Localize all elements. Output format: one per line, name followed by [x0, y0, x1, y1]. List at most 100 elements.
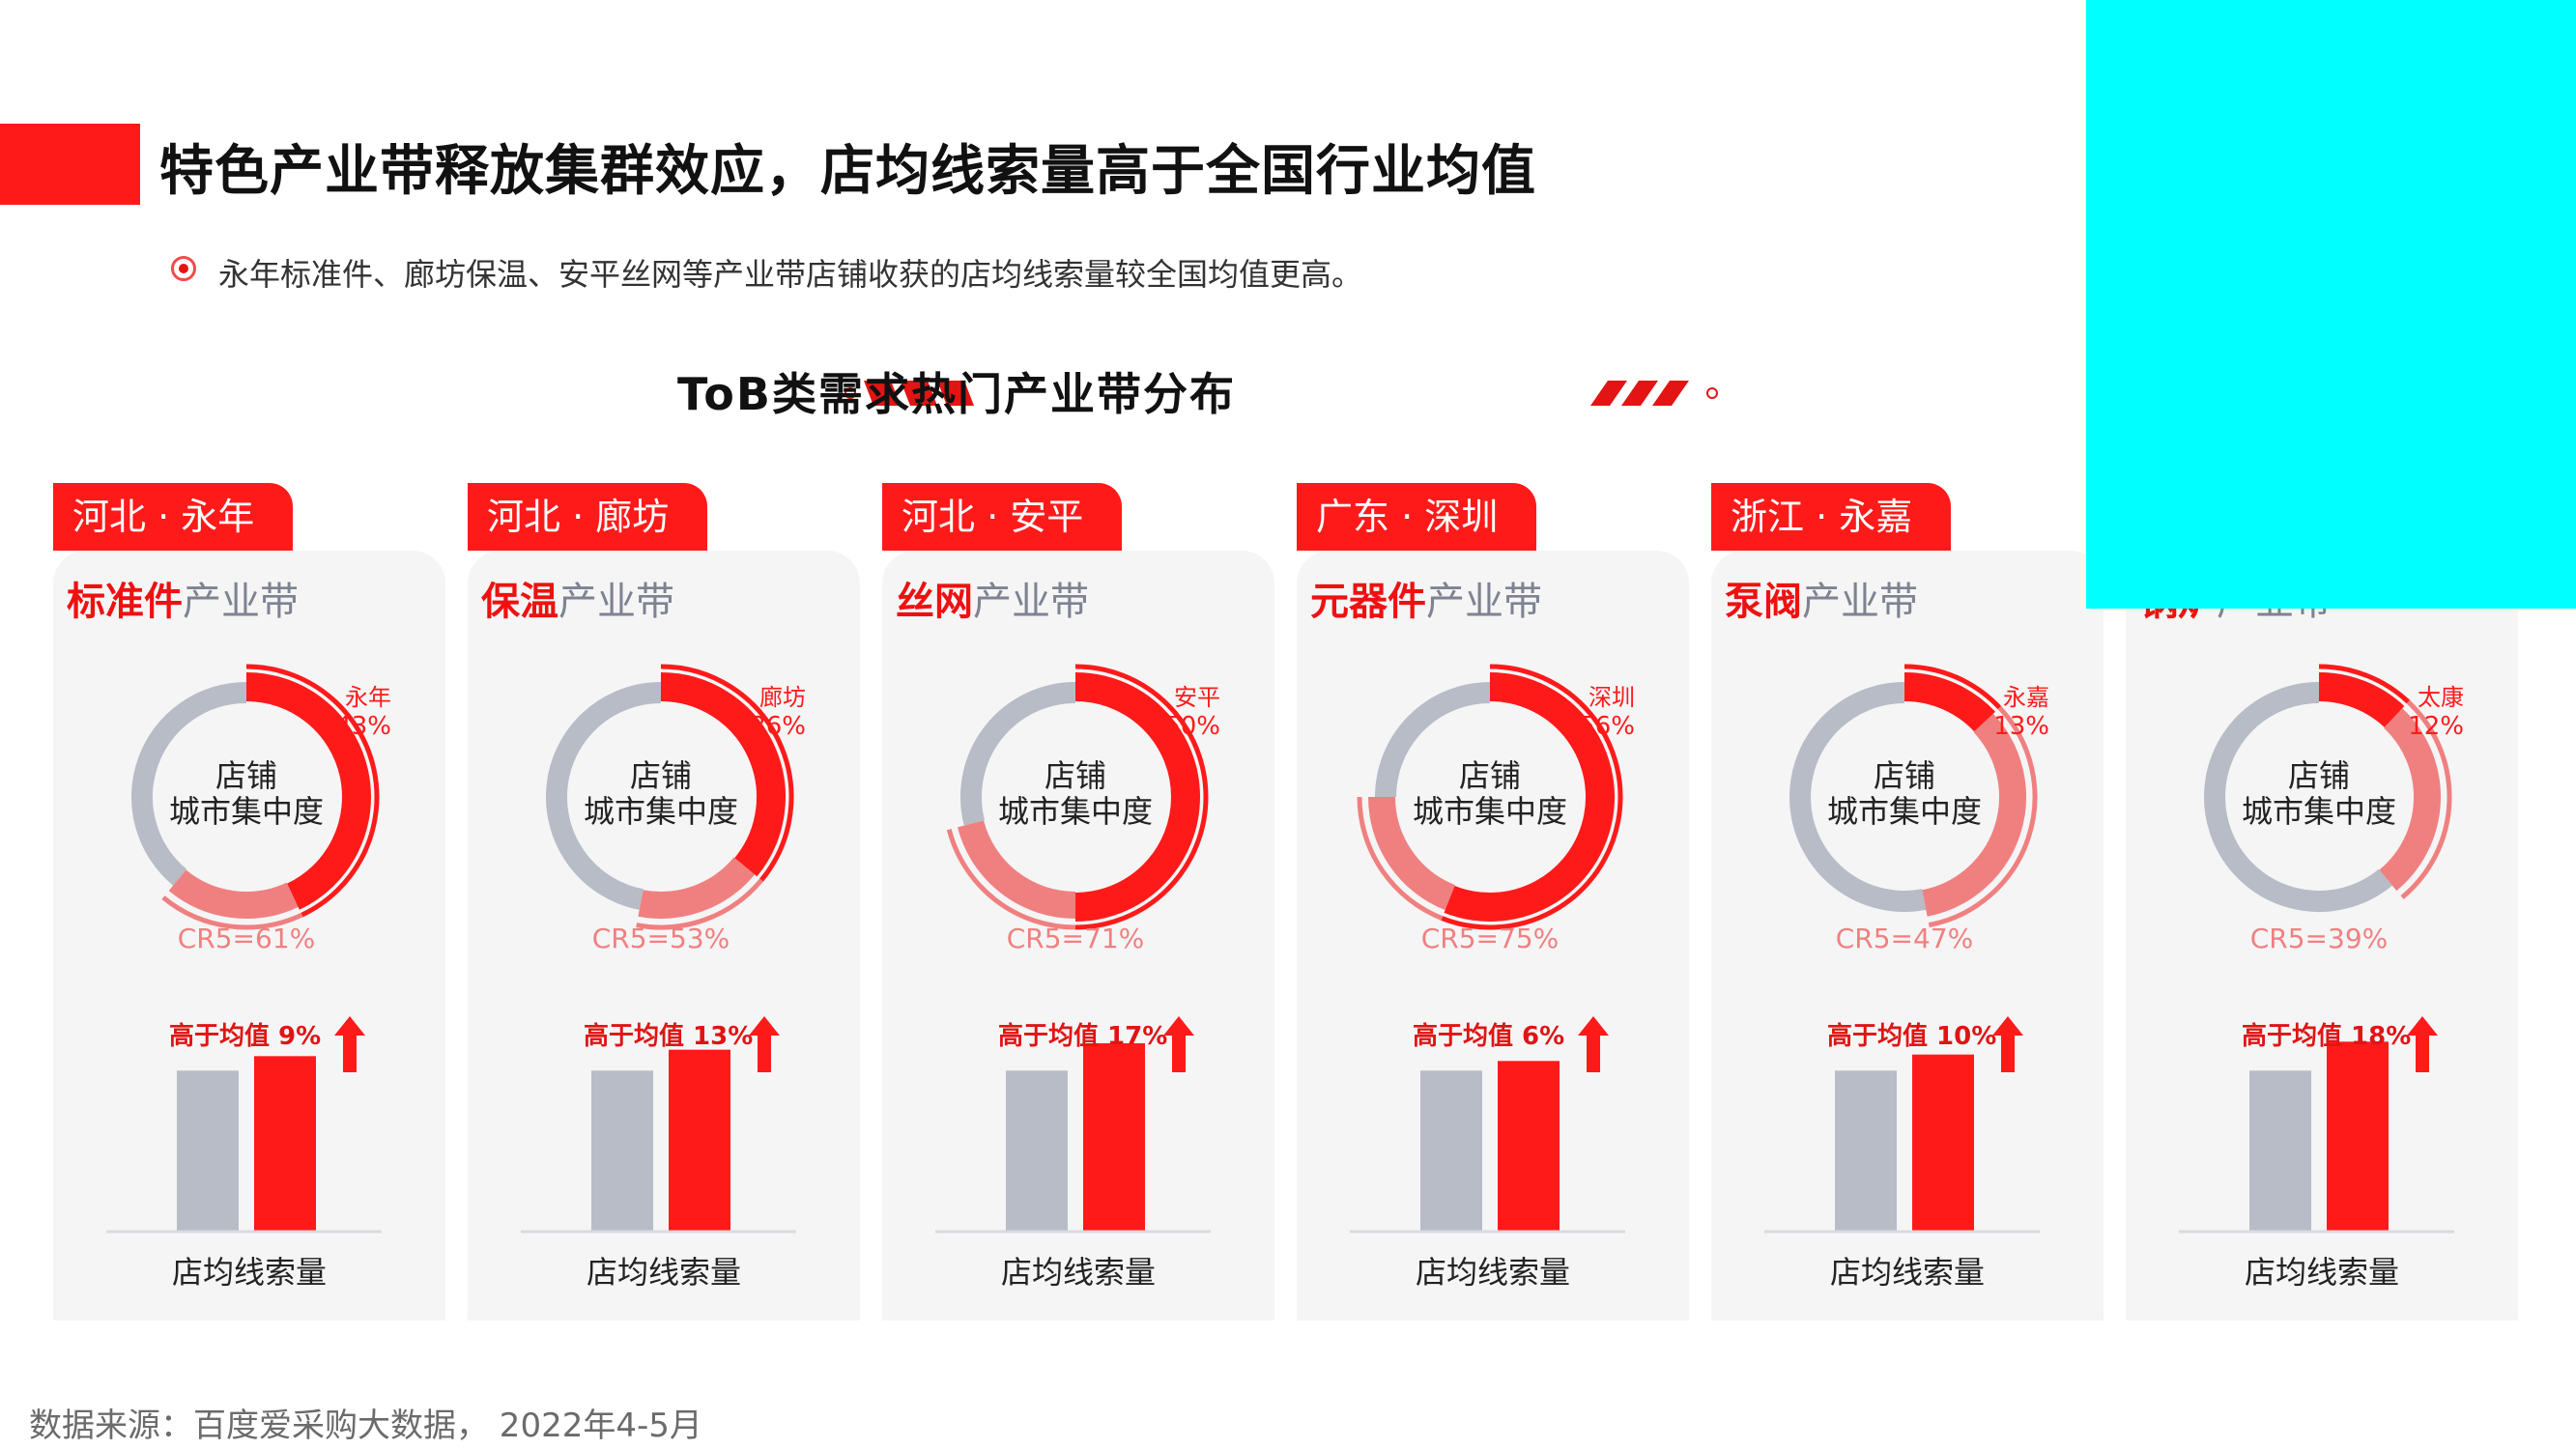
up-arrow-icon: [2407, 1016, 2438, 1072]
up-arrow-icon: [334, 1016, 365, 1072]
up-arrow-icon: [1578, 1016, 1609, 1072]
city-outer-ring: [1441, 664, 1623, 930]
donut-center-line1: 店铺: [629, 757, 692, 794]
industry-name: 元器件: [1310, 580, 1426, 624]
above-average-label: 高于均值 13%: [584, 1022, 754, 1051]
donut-cr5-arc: [168, 869, 299, 919]
city-name-label: 永嘉: [2003, 684, 2049, 711]
up-arrow-icon: [1163, 1016, 1194, 1072]
donut-city-arc: [245, 672, 371, 910]
donut-center-line2: 城市集中度: [1826, 793, 1982, 830]
city-share-label: 13%: [1993, 712, 2049, 741]
industry-title: 保温产业带: [481, 570, 674, 626]
city-share-label: 12%: [2408, 712, 2464, 741]
donut-center-line2: 城市集中度: [168, 793, 324, 830]
region-tab: 河北 · 永年: [53, 483, 293, 551]
bar-caption: 店均线索量: [1415, 1254, 1570, 1291]
donut-center-line1: 店铺: [1458, 757, 1521, 794]
donut-cr5-arc: [1368, 796, 1456, 911]
donut-center-line2: 城市集中度: [1412, 793, 1567, 830]
cr5-label: CR5=61%: [177, 923, 316, 954]
up-arrow-icon: [1992, 1016, 2023, 1072]
city-share-label: 56%: [1579, 712, 1635, 741]
city-outer-ring: [1074, 664, 1209, 930]
industry-title: 丝网产业带: [896, 570, 1089, 626]
city-share-label: 36%: [750, 712, 806, 741]
industry-suffix: 产业带: [558, 580, 674, 624]
region-bar: [1498, 1061, 1560, 1232]
industry-title: 泵阀产业带: [1725, 570, 1918, 626]
industry-card: 泵阀产业带 永嘉 13% 店铺 城市集中度 CR5=47% 高于均值 10% 店均线索量: [1711, 551, 2104, 1321]
city-outer-ring: [245, 664, 380, 918]
cr5-label: CR5=71%: [1006, 923, 1145, 954]
title-accent-bar: [0, 124, 140, 205]
national-avg-bar: [591, 1070, 653, 1232]
national-avg-bar: [1420, 1070, 1482, 1232]
region-bar: [254, 1056, 316, 1232]
above-average-label: 高于均值 17%: [998, 1022, 1168, 1051]
industry-title: 元器件产业带: [1310, 570, 1542, 626]
up-arrow-icon: [749, 1016, 780, 1072]
donut-center-line1: 店铺: [2287, 757, 2350, 794]
above-average-label: 高于均值 18%: [2242, 1022, 2412, 1051]
city-outer-ring: [1903, 664, 2002, 710]
city-outer-ring: [2318, 664, 2411, 704]
bar-caption: 店均线索量: [1000, 1254, 1156, 1291]
cr5-outer-ring: [1928, 705, 2038, 928]
above-average-label: 高于均值 6%: [1413, 1022, 1565, 1051]
city-name-label: 廊坊: [759, 684, 806, 711]
above-average-label: 高于均值 10%: [1827, 1022, 1997, 1051]
industry-card: 丝网产业带 安平 50% 店铺 城市集中度 CR5=71% 高于均值 17% 店均线索量: [882, 551, 1274, 1321]
donut-rest-arc: [546, 682, 662, 910]
industry-suffix: 产业带: [1426, 580, 1542, 624]
industry-name: 标准件: [67, 580, 183, 624]
data-source: 数据来源：百度爱采购大数据， 2022年4-5月: [29, 1406, 702, 1445]
donut-rest-arc: [1375, 682, 1491, 798]
city-name-label: 太康: [2418, 684, 2464, 711]
section-title: ToB类需求热门产业带分布: [677, 368, 1236, 420]
donut-rest-arc: [2204, 682, 2392, 912]
national-avg-bar: [177, 1070, 239, 1232]
city-outer-ring: [660, 664, 794, 882]
region-bar: [2327, 1041, 2389, 1232]
bar-caption: 店均线索量: [586, 1254, 741, 1291]
region-tab: 河北 · 安平: [882, 483, 1122, 551]
industry-card: 保温产业带 廊坊 36% 店铺 城市集中度 CR5=53% 高于均值 13% 店均线索量: [468, 551, 860, 1321]
region-bar: [669, 1049, 730, 1232]
cr5-label: CR5=53%: [591, 923, 730, 954]
industry-suffix: 产业带: [183, 580, 299, 624]
bar-caption: 店均线索量: [171, 1254, 327, 1291]
donut-cr5-arc: [957, 819, 1076, 919]
donut-city-arc: [1444, 672, 1615, 922]
slash-stripes-icon: [1590, 381, 1718, 406]
cr5-label: CR5=47%: [1835, 923, 1974, 954]
national-avg-bar: [1835, 1070, 1897, 1232]
donut-city-arc: [2318, 672, 2405, 728]
region-tab: 广东 · 深圳: [1297, 483, 1536, 551]
region-bar: [1083, 1043, 1145, 1232]
page-subtitle: 永年标准件、廊坊保温、安平丝网等产业带店铺收获的店均线索量较全国均值更高。: [218, 256, 1363, 293]
donut-cr5-arc: [1922, 713, 2026, 917]
cr5-outer-ring: [636, 878, 763, 930]
region-bar: [1912, 1054, 1974, 1232]
donut-center-line1: 店铺: [215, 757, 277, 794]
bar-caption: 店均线索量: [1829, 1254, 1985, 1291]
cr5-outer-ring: [2400, 699, 2452, 899]
city-name-label: 永年: [345, 684, 391, 711]
radio-bullet-icon: [171, 256, 196, 281]
city-share-label: 50%: [1164, 712, 1220, 741]
cr5-outer-ring: [161, 895, 303, 930]
donut-center-line2: 城市集中度: [997, 793, 1153, 830]
region-tab: 浙江 · 永嘉: [1711, 483, 1951, 551]
donut-city-arc: [660, 672, 786, 877]
donut-center-line2: 城市集中度: [583, 793, 738, 830]
bar-caption: 店均线索量: [2244, 1254, 2399, 1291]
donut-city-arc: [1903, 672, 1996, 732]
cr5-label: CR5=39%: [2249, 923, 2389, 954]
national-avg-bar: [1006, 1070, 1068, 1232]
